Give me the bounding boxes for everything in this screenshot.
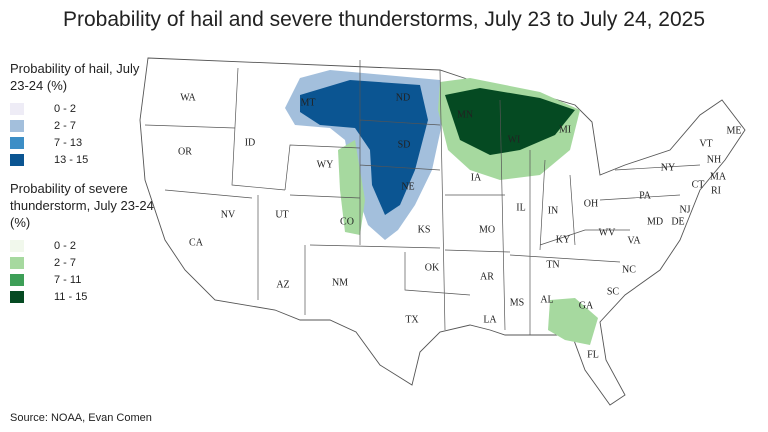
legend-swatch — [10, 153, 24, 166]
legend-title: Probability of severe thunderstorm, July… — [10, 181, 154, 230]
legend-item: 13 - 15 — [10, 151, 160, 168]
state-label: NC — [622, 264, 636, 275]
legend-swatch — [10, 119, 24, 132]
state-label: ID — [245, 137, 256, 148]
state-label: MN — [457, 109, 473, 120]
state-label: ME — [727, 125, 742, 136]
legend-item: 0 - 2 — [10, 237, 160, 254]
state-label: OH — [584, 198, 598, 209]
state-label: TN — [546, 259, 559, 270]
state-label: SD — [398, 139, 411, 150]
state-label: IA — [471, 172, 482, 183]
legend-label: 2 - 7 — [54, 256, 77, 269]
state-label: IL — [516, 202, 525, 213]
legend-item: 7 - 13 — [10, 134, 160, 151]
state-label: LA — [483, 314, 497, 325]
legend-label: 2 - 7 — [54, 119, 77, 132]
state-label: AL — [540, 294, 553, 305]
state-label: MA — [710, 171, 727, 182]
legend-item: 11 - 15 — [10, 288, 160, 305]
state-label: CT — [692, 179, 705, 190]
state-label: MT — [301, 97, 316, 108]
state-label: NV — [221, 209, 236, 220]
state-label: CO — [340, 216, 354, 227]
legend-label: 7 - 13 — [54, 136, 83, 149]
state-label: UT — [275, 209, 288, 220]
state-label: RI — [711, 185, 721, 196]
storm-area — [445, 88, 575, 155]
state-label: FL — [587, 349, 599, 360]
state-label: OK — [425, 262, 440, 273]
legend-item: 7 - 11 — [10, 271, 160, 288]
state-label: KS — [418, 224, 431, 235]
legend-swatch — [10, 136, 24, 149]
hail-legend: Probability of hail, July 23-24 (%) 0 - … — [10, 60, 160, 168]
source: Source: NOAA, Evan Comen — [10, 412, 152, 424]
legend-label: 11 - 15 — [54, 290, 88, 303]
state-label: MD — [647, 216, 663, 227]
storm-legend: Probability of severe thunderstorm, July… — [10, 180, 160, 305]
state-label: CA — [189, 237, 204, 248]
state-label: MO — [479, 224, 495, 235]
legend-swatch — [10, 102, 24, 115]
state-label: GA — [579, 300, 594, 311]
state-label: NE — [401, 181, 414, 192]
legend-swatch — [10, 290, 24, 303]
legend-label: 0 - 2 — [54, 102, 77, 115]
state-label: AR — [480, 271, 494, 282]
legend-label: 7 - 11 — [54, 273, 82, 286]
legend-item: 0 - 2 — [10, 100, 160, 117]
legend-label: 13 - 15 — [54, 153, 89, 166]
legend-item: 2 - 7 — [10, 254, 160, 271]
state-label: WA — [180, 92, 196, 103]
storm-area — [548, 298, 598, 345]
state-label: WY — [317, 159, 334, 170]
storm-area — [338, 140, 365, 235]
legend-item: 2 - 7 — [10, 117, 160, 134]
state-lines — [144, 60, 701, 335]
legend-title: Probability of hail, July 23-24 (%) — [10, 61, 140, 93]
state-label: OR — [178, 146, 192, 157]
state-label: ND — [396, 92, 410, 103]
title: Probability of hail and severe thunderst… — [62, 8, 706, 31]
state-label: MI — [559, 124, 571, 135]
state-label: KY — [556, 234, 570, 245]
state-label: NJ — [679, 204, 690, 215]
state-label: AZ — [276, 279, 289, 290]
state-label: WV — [599, 227, 616, 238]
state-label: NM — [332, 277, 348, 288]
legend-swatch — [10, 256, 24, 269]
hail-area — [300, 80, 428, 215]
state-label: NY — [661, 162, 675, 173]
state-label: PA — [639, 190, 652, 201]
state-label: NH — [707, 154, 721, 165]
state-label: WI — [508, 134, 521, 145]
state-label: MS — [510, 297, 524, 308]
state-label: VA — [627, 235, 641, 246]
legend-swatch — [10, 239, 24, 252]
legend-swatch — [10, 273, 24, 286]
state-label: DE — [671, 216, 684, 227]
legend-label: 0 - 2 — [54, 239, 77, 252]
state-label: IN — [548, 205, 559, 216]
state-label: TX — [405, 314, 419, 325]
state-label: SC — [607, 286, 620, 297]
state-label: VT — [699, 138, 712, 149]
